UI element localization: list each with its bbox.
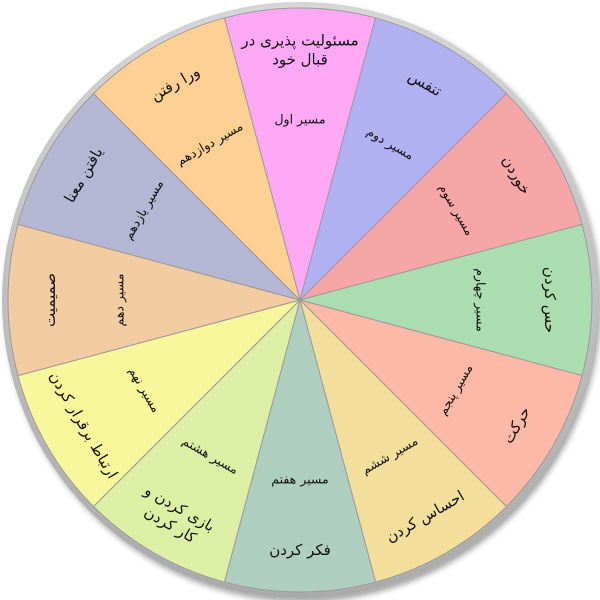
slice-label-line: مسئولیت پذیری در (240, 31, 358, 50)
slice-label-line: صمیمیت (41, 273, 59, 327)
slice-label-1: مسئولیت پذیری در قبال خود (240, 31, 358, 68)
slice-label-10: صمیمیت (41, 273, 59, 327)
wheel-slice-10 (7, 223, 302, 377)
slice-label-4: حس کردن (542, 267, 560, 333)
wheel-slice-9 (17, 299, 302, 508)
wheel-slice-8 (92, 298, 301, 583)
wheel-slice-2 (299, 17, 508, 302)
wheel-slice-4 (298, 223, 593, 377)
wheel-slice-1 (223, 7, 377, 302)
wheel-slice-12 (92, 17, 301, 302)
wheel-slice-5 (298, 299, 583, 508)
wheel-slice-11 (17, 92, 302, 301)
path-label-10: مسیر دهم (112, 274, 128, 327)
path-label-7: مسیر هفتم (271, 472, 329, 488)
wheel-slice-7 (223, 298, 377, 593)
slice-label-7: فکر کردن (269, 541, 331, 559)
wheel-slice-3 (298, 92, 583, 301)
slice-label-line: حس کردن (542, 267, 560, 333)
slice-label-line: فکر کردن (269, 541, 331, 559)
wheel-slice-6 (299, 298, 508, 583)
wheel-slices (7, 7, 593, 593)
path-label-4: مسیر چهارم (473, 268, 489, 332)
path-label-1: مسیر اول (274, 112, 325, 128)
slice-label-line: قبال خود (272, 50, 328, 68)
